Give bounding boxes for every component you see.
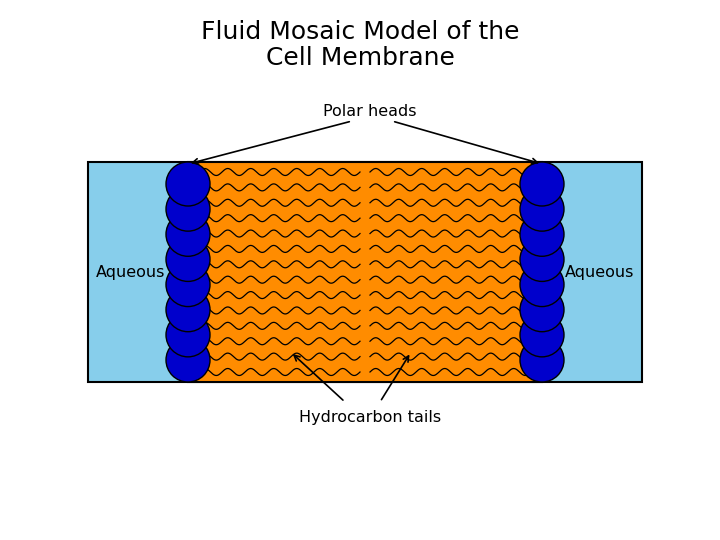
Text: Hydrocarbon tails: Hydrocarbon tails xyxy=(299,410,441,425)
Circle shape xyxy=(520,262,564,307)
Circle shape xyxy=(520,338,564,382)
Text: Aqueous: Aqueous xyxy=(564,265,634,280)
Circle shape xyxy=(166,162,210,206)
Circle shape xyxy=(166,288,210,332)
Circle shape xyxy=(520,212,564,256)
Text: Aqueous: Aqueous xyxy=(96,265,166,280)
Circle shape xyxy=(166,338,210,382)
Bar xyxy=(188,162,542,382)
Circle shape xyxy=(166,262,210,307)
Circle shape xyxy=(520,238,564,281)
Circle shape xyxy=(166,313,210,357)
Circle shape xyxy=(520,313,564,357)
Circle shape xyxy=(166,238,210,281)
Circle shape xyxy=(520,288,564,332)
Circle shape xyxy=(520,187,564,231)
Text: Polar heads: Polar heads xyxy=(323,104,417,119)
Text: Cell Membrane: Cell Membrane xyxy=(266,46,454,70)
Bar xyxy=(88,162,642,382)
Text: Fluid Mosaic Model of the: Fluid Mosaic Model of the xyxy=(201,20,519,44)
Circle shape xyxy=(166,187,210,231)
Circle shape xyxy=(520,162,564,206)
Circle shape xyxy=(166,212,210,256)
